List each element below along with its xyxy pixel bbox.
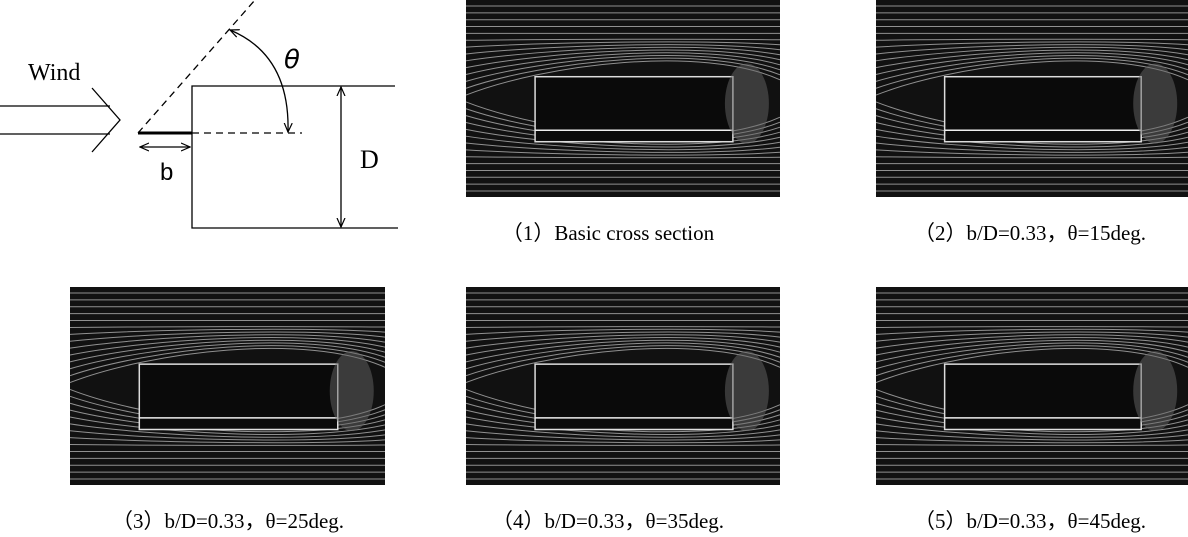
schematic xyxy=(0,0,398,228)
angle-label: θ xyxy=(284,45,300,75)
flow-photo: （4）b/D=0.33，θ=35deg. xyxy=(466,287,780,533)
model-body xyxy=(535,364,733,429)
wake xyxy=(725,351,769,431)
wake xyxy=(330,351,374,431)
wake xyxy=(1133,64,1177,144)
flow-photo: （1）Basic cross section xyxy=(466,0,780,245)
angle-arc xyxy=(230,30,288,132)
caption: （2）b/D=0.33，θ=15deg. xyxy=(914,221,1146,245)
model-body xyxy=(945,77,1142,142)
figure: Wind θ b D （1）Basic cross section （2）b/D=… xyxy=(0,0,1188,537)
wake xyxy=(1133,351,1177,431)
model-body xyxy=(535,77,733,142)
caption: （5）b/D=0.33，θ=45deg. xyxy=(914,509,1146,533)
caption: （1）Basic cross section xyxy=(502,221,715,245)
wake xyxy=(725,64,769,144)
plate-angle-line xyxy=(138,0,255,133)
model-body xyxy=(139,364,337,429)
caption: （4）b/D=0.33，θ=35deg. xyxy=(492,509,724,533)
wind-label: Wind xyxy=(28,60,80,86)
wind-arrow-head xyxy=(92,88,120,152)
caption: （3）b/D=0.33，θ=25deg. xyxy=(112,509,344,533)
flow-photo: （3）b/D=0.33，θ=25deg. xyxy=(70,287,385,533)
flow-photo: （5）b/D=0.33，θ=45deg. xyxy=(876,287,1188,533)
flow-photo: （2）b/D=0.33，θ=15deg. xyxy=(876,0,1188,245)
d-label: D xyxy=(360,145,379,174)
model-body xyxy=(945,364,1142,429)
b-label: b xyxy=(160,159,173,186)
